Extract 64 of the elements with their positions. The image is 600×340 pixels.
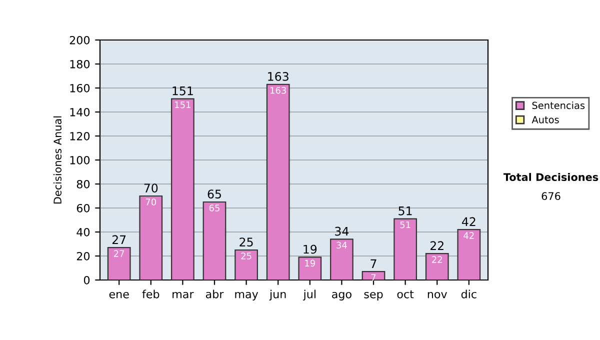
y-tick-label: 0 — [84, 276, 90, 284]
bar — [330, 238, 354, 280]
x-tick-label: abr — [206, 290, 224, 298]
x-tick-label: nov — [428, 292, 447, 298]
total-label: 151 — [172, 86, 193, 96]
data-label: 7 — [371, 274, 376, 281]
bar — [107, 247, 131, 280]
y-tick-label: 120 — [70, 132, 90, 140]
y-tick-label: 60 — [76, 204, 90, 212]
data-label: 22 — [432, 256, 442, 263]
data-label: 25 — [241, 252, 252, 260]
y-tick-label: 100 — [70, 156, 90, 164]
data-label: 65 — [209, 204, 220, 212]
x-tick-label: dic — [461, 290, 476, 298]
data-label: 42 — [464, 232, 474, 239]
bar — [394, 218, 417, 280]
x-tick-label: may — [235, 292, 258, 300]
y-tick-label: 200 — [70, 36, 90, 44]
bar — [202, 201, 226, 280]
data-label: 70 — [146, 198, 156, 206]
y-tick-label: 80 — [76, 180, 90, 188]
legend-label: Autos — [532, 116, 559, 124]
text: 676 — [542, 192, 560, 200]
bar — [266, 84, 290, 280]
bar — [298, 256, 322, 280]
y-tick-label: 180 — [70, 60, 90, 68]
total-label: 27 — [112, 235, 126, 244]
data-label: 19 — [305, 260, 316, 267]
total-label: 25 — [240, 238, 253, 247]
bar — [171, 98, 194, 280]
bar — [457, 229, 481, 280]
total-label: 22 — [430, 241, 444, 250]
data-label: 34 — [336, 242, 347, 249]
total-label: 42 — [462, 217, 476, 226]
y-tick-label: 40 — [76, 228, 90, 236]
total-label: 34 — [335, 226, 349, 236]
total-label: 7 — [370, 259, 376, 268]
y-axis-title: Decisiones Anual — [53, 116, 62, 204]
total-label: 51 — [398, 206, 412, 216]
total-label: 163 — [268, 72, 288, 81]
total-label: 19 — [304, 244, 317, 254]
x-tick-label: oct — [397, 290, 414, 298]
x-tick-label: feb — [142, 290, 160, 298]
y-tick-label: 160 — [70, 84, 90, 92]
y-tick-label: 20 — [76, 252, 90, 260]
data-label: 151 — [175, 101, 190, 108]
data-label: 51 — [400, 221, 410, 228]
x-tick-label: jul — [303, 290, 316, 300]
legend-label: Sentencias — [532, 102, 585, 110]
x-tick-label: ago — [332, 292, 352, 300]
y-tick-label: 140 — [70, 108, 90, 116]
bar — [362, 271, 386, 280]
text: Total Decisiones — [503, 172, 598, 182]
x-tick-label: sep — [364, 292, 383, 300]
x-tick-label: ene — [109, 292, 129, 298]
bar — [139, 195, 163, 280]
x-tick-label: jun — [269, 290, 286, 300]
total-label: 65 — [208, 190, 221, 199]
data-label: 163 — [270, 86, 286, 94]
data-label: 27 — [114, 250, 124, 257]
x-tick-label: mar — [172, 292, 194, 298]
total-label: 70 — [144, 184, 158, 193]
bar — [234, 249, 258, 280]
bar — [425, 253, 449, 280]
